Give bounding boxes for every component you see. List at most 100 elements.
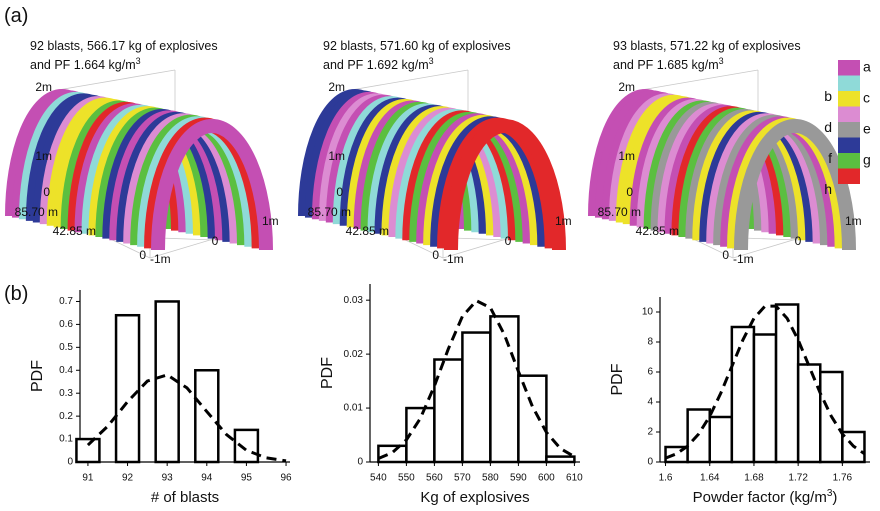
tunnel-axis-label: 2m [328, 80, 345, 94]
y-tick-label: 0.4 [59, 365, 73, 376]
legend-swatch [838, 153, 860, 169]
tunnel-axis-label: 85.70 m [598, 205, 641, 219]
tunnel-axis-label: 42.85 m [346, 224, 389, 238]
x-axis-label-text: Kg of explosives [420, 489, 529, 506]
tunnel-panel: 92 blasts, 566.17 kg of explosives and PF… [5, 39, 279, 266]
x-tick-label: 91 [82, 473, 94, 484]
x-axis-label: # of blasts [151, 489, 219, 506]
tunnel-title-sup: 3 [429, 56, 434, 66]
axis-grid [57, 69, 176, 91]
y-axis-label: PDF [609, 363, 626, 395]
histogram-bar [461, 331, 492, 464]
x-tick-label: 540 [370, 473, 387, 484]
x-axis-label-text: Powder factor (kg/m [693, 489, 827, 506]
tunnel-title-sup: 3 [136, 56, 141, 66]
tunnel-title-text: and PF 1.664 kg/m [30, 58, 136, 72]
histogram-bar [708, 415, 734, 464]
histogram-bar [433, 358, 464, 464]
tunnel-axis-label: 1m [35, 149, 52, 163]
axis-grid [350, 69, 469, 91]
tunnel-axis-label: 0 [626, 185, 633, 199]
y-tick-label: 0.7 [59, 296, 73, 307]
tunnel-axis-label: 0 [43, 185, 50, 199]
histogram-bar [730, 325, 756, 464]
y-tick-label: 0 [647, 457, 653, 468]
tunnel-title-text: and PF 1.685 kg/m [613, 58, 719, 72]
tunnel-axis-label: 0 [722, 248, 729, 262]
x-tick-label: 93 [162, 473, 174, 484]
legend-label: h [824, 181, 832, 197]
y-tick-label: 10 [642, 307, 654, 318]
histogram-bar [752, 333, 778, 464]
y-tick-label: 0.6 [59, 319, 73, 330]
legend-swatch [838, 168, 860, 184]
bar [75, 437, 101, 464]
x-tick-label: 1.72 [788, 473, 808, 484]
x-tick-label: 92 [122, 473, 134, 484]
tunnel-title-text: and PF 1.692 kg/m [323, 58, 429, 72]
tunnel-axis-label: 1m [845, 214, 862, 228]
histogram-bar [774, 303, 800, 464]
histogram-bar [517, 374, 548, 464]
legend-label: g [863, 152, 871, 168]
legend-label: a [863, 59, 871, 75]
y-tick-label: 0.03 [344, 295, 364, 306]
panel-label: (b) [4, 283, 28, 305]
legend-label: c [863, 90, 870, 106]
tunnel-axis-label: -1m [733, 252, 754, 266]
y-tick-label: 0.5 [59, 342, 73, 353]
tunnel-axis-label: 2m [618, 80, 635, 94]
y-tick-label: 2 [647, 427, 653, 438]
panel-label: (a) [4, 5, 28, 27]
legend-label: e [863, 121, 871, 137]
x-axis-label-tail: ) [832, 489, 837, 506]
x-tick-label: 600 [538, 473, 555, 484]
y-tick-label: 0.01 [344, 403, 364, 414]
tunnel-axis-label: 1m [262, 214, 279, 228]
tunnel-axis-label: 85.70 m [15, 205, 58, 219]
tunnel-stripe [444, 119, 566, 251]
x-tick-label: 94 [201, 473, 213, 484]
tunnel-axis-label: 2m [35, 80, 52, 94]
tunnel-axis-label: 42.85 m [636, 224, 679, 238]
tunnel-axis-label: 1m [618, 149, 635, 163]
bar [114, 313, 141, 464]
tunnel-stripe [151, 119, 273, 251]
tunnel-axis-label: 42.85 m [53, 224, 96, 238]
y-tick-label: 0.3 [59, 388, 73, 399]
tunnel-axis-label: 0 [795, 234, 802, 248]
tunnel-title: and PF 1.692 kg/m3 [323, 56, 434, 72]
x-tick-label: 1.64 [700, 473, 720, 484]
tunnel-title: 93 blasts, 571.22 kg of explosives [613, 39, 801, 53]
bar [233, 428, 260, 464]
histogram-bar [377, 444, 408, 464]
tunnel-title-sup: 3 [719, 56, 724, 66]
y-tick-label: 8 [647, 337, 653, 348]
tunnel-axis-label: 85.70 m [308, 205, 351, 219]
tunnel-axis-label: 0 [139, 248, 146, 262]
x-tick-label: 1.76 [833, 473, 853, 484]
tunnel-title: 92 blasts, 571.60 kg of explosives [323, 39, 511, 53]
tunnel-axis-label: 0 [505, 234, 512, 248]
x-tick-label: 1.6 [659, 473, 673, 484]
tunnel-title: 92 blasts, 566.17 kg of explosives [30, 39, 218, 53]
tunnel-axis-label: 1m [328, 149, 345, 163]
y-tick-label: 4 [647, 397, 653, 408]
x-tick-label: 570 [454, 473, 471, 484]
axis-grid [640, 69, 759, 91]
y-tick-label: 0.1 [59, 434, 73, 445]
tunnel-title: and PF 1.664 kg/m3 [30, 56, 141, 72]
x-tick-label: 590 [510, 473, 527, 484]
legend-swatch [838, 137, 860, 153]
x-tick-label: 610 [566, 473, 583, 484]
legend-label: f [828, 150, 832, 166]
x-tick-label: 580 [482, 473, 499, 484]
y-tick-label: 0.02 [344, 349, 364, 360]
x-tick-label: 550 [398, 473, 415, 484]
y-tick-label: 0.2 [59, 411, 73, 422]
tunnel-panel: 92 blasts, 571.60 kg of explosives and PF… [298, 39, 572, 266]
histogram-bar [545, 455, 576, 464]
y-axis-label: PDF [319, 357, 336, 389]
